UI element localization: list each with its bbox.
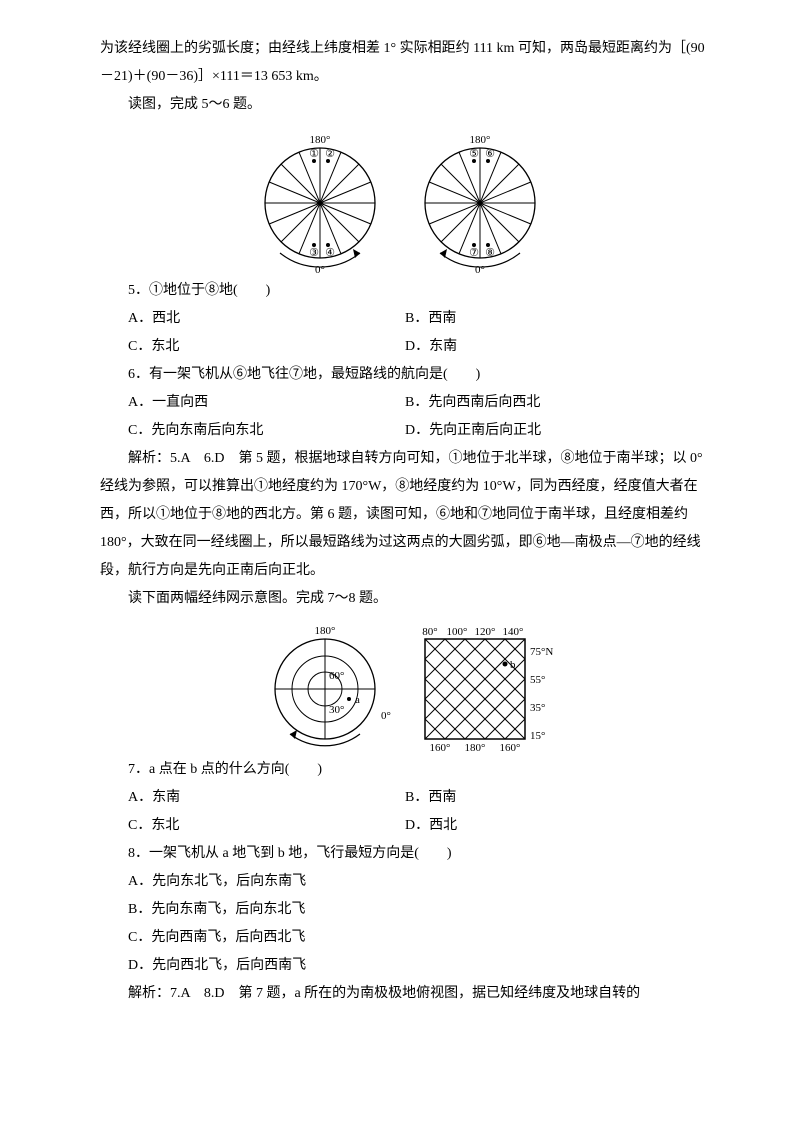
q8-B: B．先向东南飞，后向东北飞 bbox=[100, 896, 710, 924]
q7-stem: 7．a 点在 b 点的什么方向( ) bbox=[100, 756, 710, 784]
t120: 120° bbox=[475, 626, 496, 638]
q78-lead: 读下面两幅经纬网示意图。完成 7～8 题。 bbox=[100, 585, 710, 613]
q7-C: C．东北 bbox=[100, 812, 405, 840]
r75: 75°N bbox=[530, 646, 553, 658]
q5-stem: 5．①地位于⑧地( ) bbox=[100, 277, 710, 305]
q8-C: C．先向西南飞，后向西北飞 bbox=[100, 924, 710, 952]
q6-opts-row1: A．一直向西 B．先向西南后向西北 bbox=[100, 389, 710, 417]
q7-row1: A．东南 B．西南 bbox=[100, 784, 710, 812]
b160b: 160° bbox=[500, 742, 521, 752]
q7-D: D．西北 bbox=[405, 812, 710, 840]
q6-stem: 6．有一架飞机从⑥地飞往⑦地，最短路线的航向是( ) bbox=[100, 361, 710, 389]
pt2: ② bbox=[325, 148, 335, 160]
pt5: ⑤ bbox=[469, 148, 479, 160]
q8-stem: 8．一架飞机从 a 地飞到 b 地，飞行最短方向是( ) bbox=[100, 840, 710, 868]
r55: 55° bbox=[530, 674, 545, 686]
q8-D: D．先向西北飞，后向西南飞 bbox=[100, 952, 710, 980]
b160a: 160° bbox=[430, 742, 451, 752]
pt8: ⑧ bbox=[485, 247, 495, 259]
r-top: 180° bbox=[470, 134, 491, 146]
t100: 100° bbox=[447, 626, 468, 638]
q5-D: D．东南 bbox=[405, 333, 710, 361]
pt6: ⑥ bbox=[485, 148, 495, 160]
q6-A: A．一直向西 bbox=[100, 389, 405, 417]
q6-opts-row2: C．先向东南后向东北 D．先向正南后向正北 bbox=[100, 417, 710, 445]
q5-A: A．西北 bbox=[100, 305, 405, 333]
r-bot: 0° bbox=[475, 264, 485, 273]
figure-q56: ① ② ③ ④ 180° 0° bbox=[100, 123, 710, 273]
q6-B: B．先向西南后向西北 bbox=[405, 389, 710, 417]
intro-continuation: 为该经线圈上的劣弧长度；由经线上纬度相差 1° 实际相距约 111 km 可知，… bbox=[100, 35, 710, 91]
q8-A: A．先向东北飞，后向东南飞 bbox=[100, 868, 710, 896]
b180: 180° bbox=[465, 742, 486, 752]
l-bot: 0° bbox=[315, 264, 325, 273]
b-label: b bbox=[510, 659, 516, 671]
l180: 180° bbox=[315, 625, 336, 637]
r35: 35° bbox=[530, 702, 545, 714]
q6-C: C．先向东南后向东北 bbox=[100, 417, 405, 445]
pt1: ① bbox=[309, 148, 319, 160]
answer-56: 解析：5.A 6.D 第 5 题，根据地球自转方向可知，①地位于北半球，⑧地位于… bbox=[100, 445, 710, 585]
a-label: a bbox=[355, 694, 360, 706]
q5-opts-row2: C．东北 D．东南 bbox=[100, 333, 710, 361]
t80: 80° bbox=[422, 626, 437, 638]
q7-row2: C．东北 D．西北 bbox=[100, 812, 710, 840]
r15: 15° bbox=[530, 730, 545, 742]
r60: 60° bbox=[329, 670, 344, 682]
l0: 0° bbox=[381, 710, 391, 722]
q5-C: C．东北 bbox=[100, 333, 405, 361]
q5-opts-row1: A．西北 B．西南 bbox=[100, 305, 710, 333]
t140: 140° bbox=[503, 626, 524, 638]
q6-D: D．先向正南后向正北 bbox=[405, 417, 710, 445]
answer-78: 解析：7.A 8.D 第 7 题，a 所在的为南极极地俯视图，据已知经纬度及地球… bbox=[100, 980, 710, 1008]
page: 为该经线圈上的劣弧长度；由经线上纬度相差 1° 实际相距约 111 km 可知，… bbox=[0, 0, 800, 1132]
q7-A: A．东南 bbox=[100, 784, 405, 812]
pt4: ④ bbox=[325, 247, 335, 259]
q56-lead: 读图，完成 5～6 题。 bbox=[100, 91, 710, 119]
q5-B: B．西南 bbox=[405, 305, 710, 333]
q7-B: B．西南 bbox=[405, 784, 710, 812]
pt7: ⑦ bbox=[469, 247, 479, 259]
l-top: 180° bbox=[310, 134, 331, 146]
r30: 30° bbox=[329, 704, 344, 716]
figure-q78: a 60° 30° 180° 0° bbox=[100, 617, 710, 752]
pt3: ③ bbox=[309, 247, 319, 259]
